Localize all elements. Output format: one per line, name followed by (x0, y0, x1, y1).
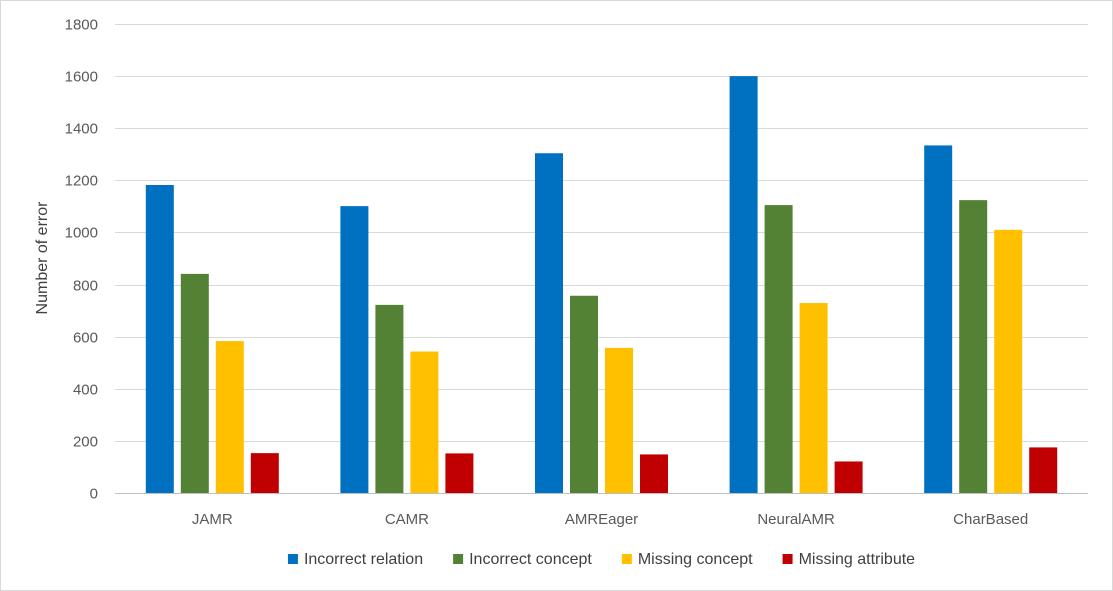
bar-missing-attribute-jamr (250, 453, 279, 493)
bar-missing-concept-amreager (605, 347, 633, 493)
bar-missing-concept-camr (410, 351, 439, 493)
bar-incorrect-concept-charbased (959, 200, 988, 493)
bar-missing-concept-charbased (994, 229, 1023, 494)
bar-missing-attribute-neuralamr (834, 461, 863, 493)
legend-label: Missing attribute (799, 551, 916, 568)
bar-missing-attribute-amreager (640, 454, 668, 493)
y-tick-label: 0 (90, 486, 98, 503)
y-tick-label: 1600 (65, 69, 98, 86)
y-tick-label: 1400 (65, 121, 98, 138)
y-tick-label: 800 (73, 278, 98, 295)
y-tick-label: 1000 (65, 225, 98, 242)
bar-incorrect-relation-amreager (535, 153, 563, 494)
x-category-label: JAMR (192, 511, 233, 528)
bar-incorrect-relation-camr (340, 206, 369, 493)
y-axis-title: Number of error (34, 201, 51, 315)
legend-swatch (287, 554, 298, 564)
bar-incorrect-relation-charbased (924, 145, 953, 493)
legend-label: Incorrect relation (304, 551, 423, 568)
legend-label: Missing concept (638, 551, 753, 568)
bar-incorrect-relation-jamr (145, 185, 174, 494)
x-category-label: CAMR (385, 511, 429, 528)
legend-swatch (621, 554, 632, 564)
bar-incorrect-concept-camr (375, 304, 404, 493)
legend: Incorrect relation Incorrect concept Missi… (287, 551, 916, 568)
bar-missing-concept-jamr (215, 341, 244, 493)
x-category-label: NeuralAMR (757, 511, 835, 528)
bar-missing-attribute-charbased (1029, 447, 1058, 493)
y-tick-label: 400 (73, 382, 98, 399)
bar-incorrect-concept-jamr (180, 273, 209, 493)
y-tick-labels: 0 200 400 600 800 1000 1200 1400 1600 1800 (65, 17, 98, 503)
x-category-label: AMREager (565, 511, 638, 528)
x-category-label: CharBased (953, 511, 1028, 528)
legend-label: Incorrect concept (469, 551, 592, 568)
bar-incorrect-concept-amreager (570, 295, 598, 493)
y-tick-label: 600 (73, 330, 98, 347)
legend-swatch (453, 554, 464, 564)
bar-incorrect-relation-neuralamr (729, 76, 758, 493)
bar-missing-attribute-camr (445, 453, 474, 493)
y-tick-label: 1200 (65, 173, 98, 190)
x-category-labels: JAMR CAMR AMREager NeuralAMR CharBased (192, 511, 1028, 528)
bars (145, 76, 1058, 494)
y-tick-label: 200 (73, 434, 98, 451)
y-tick-label: 1800 (65, 17, 98, 34)
bar-missing-concept-neuralamr (799, 303, 828, 493)
bar-incorrect-concept-neuralamr (764, 205, 793, 493)
legend-swatch (782, 554, 793, 564)
